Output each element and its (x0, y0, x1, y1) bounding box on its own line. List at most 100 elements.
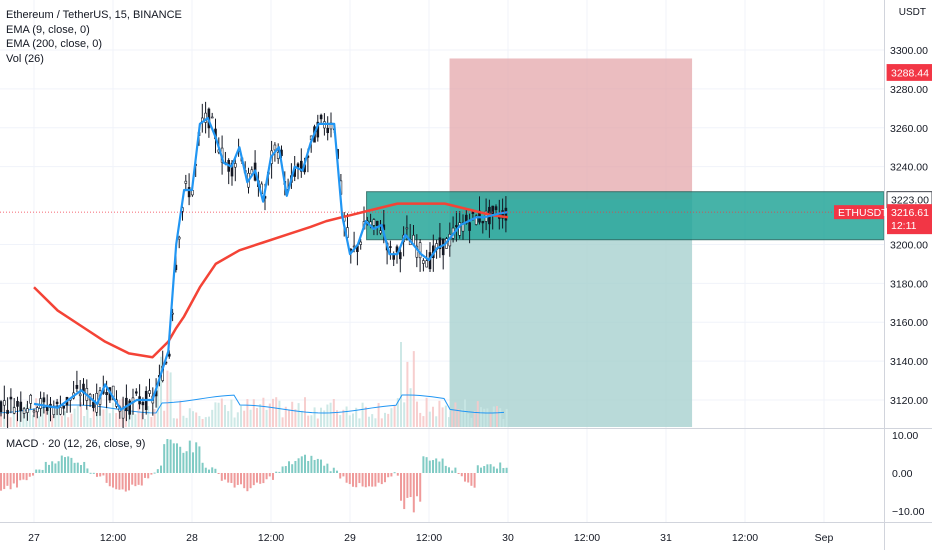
macd-legend[interactable]: MACD · 20 (12, 26, close, 9) (6, 438, 146, 450)
volume-bar (412, 351, 415, 427)
candle-body (418, 242, 422, 259)
entry-box (366, 191, 885, 241)
macd-bar (64, 457, 66, 473)
macd-bar (233, 473, 236, 488)
macd-bar (489, 464, 492, 473)
candle-body (392, 254, 396, 260)
volume-bar (198, 415, 201, 427)
ema9-line (33, 116, 509, 411)
volume-bar (83, 416, 86, 427)
countdown-text: 12:11 (891, 220, 917, 232)
volume-bar (86, 409, 89, 427)
macd-bar (9, 473, 12, 490)
macd-bar (256, 473, 258, 483)
volume-ma-line (0, 394, 505, 414)
volume-bar (195, 412, 198, 427)
macd-bar (44, 461, 47, 473)
macd-tick-label: −10.00 (892, 506, 925, 518)
macd-bar (134, 473, 137, 487)
volume-bar (428, 411, 431, 427)
volume-bar (140, 413, 143, 427)
volume-bar (259, 404, 262, 427)
price-unit-label[interactable]: USDT (898, 7, 926, 18)
candle-body (379, 230, 382, 234)
volume-bar (435, 416, 438, 427)
macd-bar (252, 473, 255, 486)
macd-bar (451, 470, 454, 473)
volume-bar (336, 410, 338, 427)
macd-bar (374, 473, 377, 487)
macd-bar (502, 468, 505, 473)
macd-bar (467, 473, 470, 483)
volume-bar (156, 382, 159, 427)
macd-bar (108, 473, 111, 487)
volume-bar (329, 402, 332, 427)
volume-bar (313, 407, 316, 427)
price-tick-label: 3200.00 (890, 239, 928, 251)
time-tick-label: 12:00 (258, 532, 284, 544)
volume-bar (92, 404, 95, 427)
volume-bar (492, 406, 495, 427)
volume-bar (444, 405, 447, 427)
volume-bar (281, 417, 284, 427)
volume-bar (112, 402, 114, 427)
macd-bar (198, 446, 201, 473)
volume-bar (38, 416, 41, 427)
macd-bar (310, 455, 313, 473)
volume-bar (380, 418, 383, 427)
macd-bar (352, 473, 354, 487)
volume-bar (400, 342, 402, 427)
volume-bar (217, 402, 220, 427)
volume-bar (54, 409, 57, 427)
time-tick-label: 28 (186, 532, 198, 544)
volume-bar (22, 408, 25, 427)
macd-bar (400, 473, 402, 501)
ema200-legend[interactable]: EMA (200, close, 0) (6, 38, 102, 50)
macd-bar (272, 473, 274, 480)
volume-bar (3, 416, 6, 427)
candle-body (29, 394, 33, 404)
ema200-line (33, 202, 509, 359)
macd-bar (217, 473, 220, 474)
volume-bar (451, 410, 454, 427)
candle-body (422, 260, 425, 264)
symbol-title[interactable]: Ethereum / TetherUS, 15, BINANCE (6, 9, 182, 21)
candle-body (75, 384, 79, 389)
macd-bar (390, 473, 393, 477)
macd-bar (435, 458, 438, 473)
volume-bar (403, 402, 406, 427)
macd-bar (496, 468, 498, 473)
macd-bar (339, 473, 342, 479)
ema9-legend[interactable]: EMA (9, close, 0) (6, 23, 90, 36)
macd-bar (406, 473, 409, 498)
macd-bar (403, 473, 406, 510)
macd-bar (124, 473, 127, 492)
volume-bar (393, 405, 396, 427)
candle-body (494, 206, 498, 210)
volume-bar (496, 406, 498, 427)
candle-body (2, 400, 6, 406)
volume-bar (425, 397, 428, 427)
volume-bar (48, 404, 50, 427)
macd-bar (147, 473, 150, 479)
time-tick-label: Sep (815, 532, 834, 544)
macd-bar (425, 457, 428, 473)
macd-bar (153, 472, 156, 474)
macd-bar (438, 461, 441, 473)
volume-bar (153, 408, 156, 427)
volume-bar (76, 405, 79, 427)
volume-bar (70, 413, 73, 427)
volume-bar (150, 417, 153, 427)
macd-bar (211, 467, 214, 473)
volume-bar (406, 361, 409, 427)
volume-legend[interactable]: Vol (26) (6, 52, 44, 65)
volume-bar (272, 398, 274, 427)
candle-body (177, 236, 181, 240)
volume-bar (355, 407, 358, 427)
macd-bar (28, 473, 31, 477)
candle-body (359, 241, 363, 245)
macd-bar (83, 461, 86, 473)
time-tick-label: 30 (502, 532, 514, 544)
macd-bar (172, 443, 175, 473)
